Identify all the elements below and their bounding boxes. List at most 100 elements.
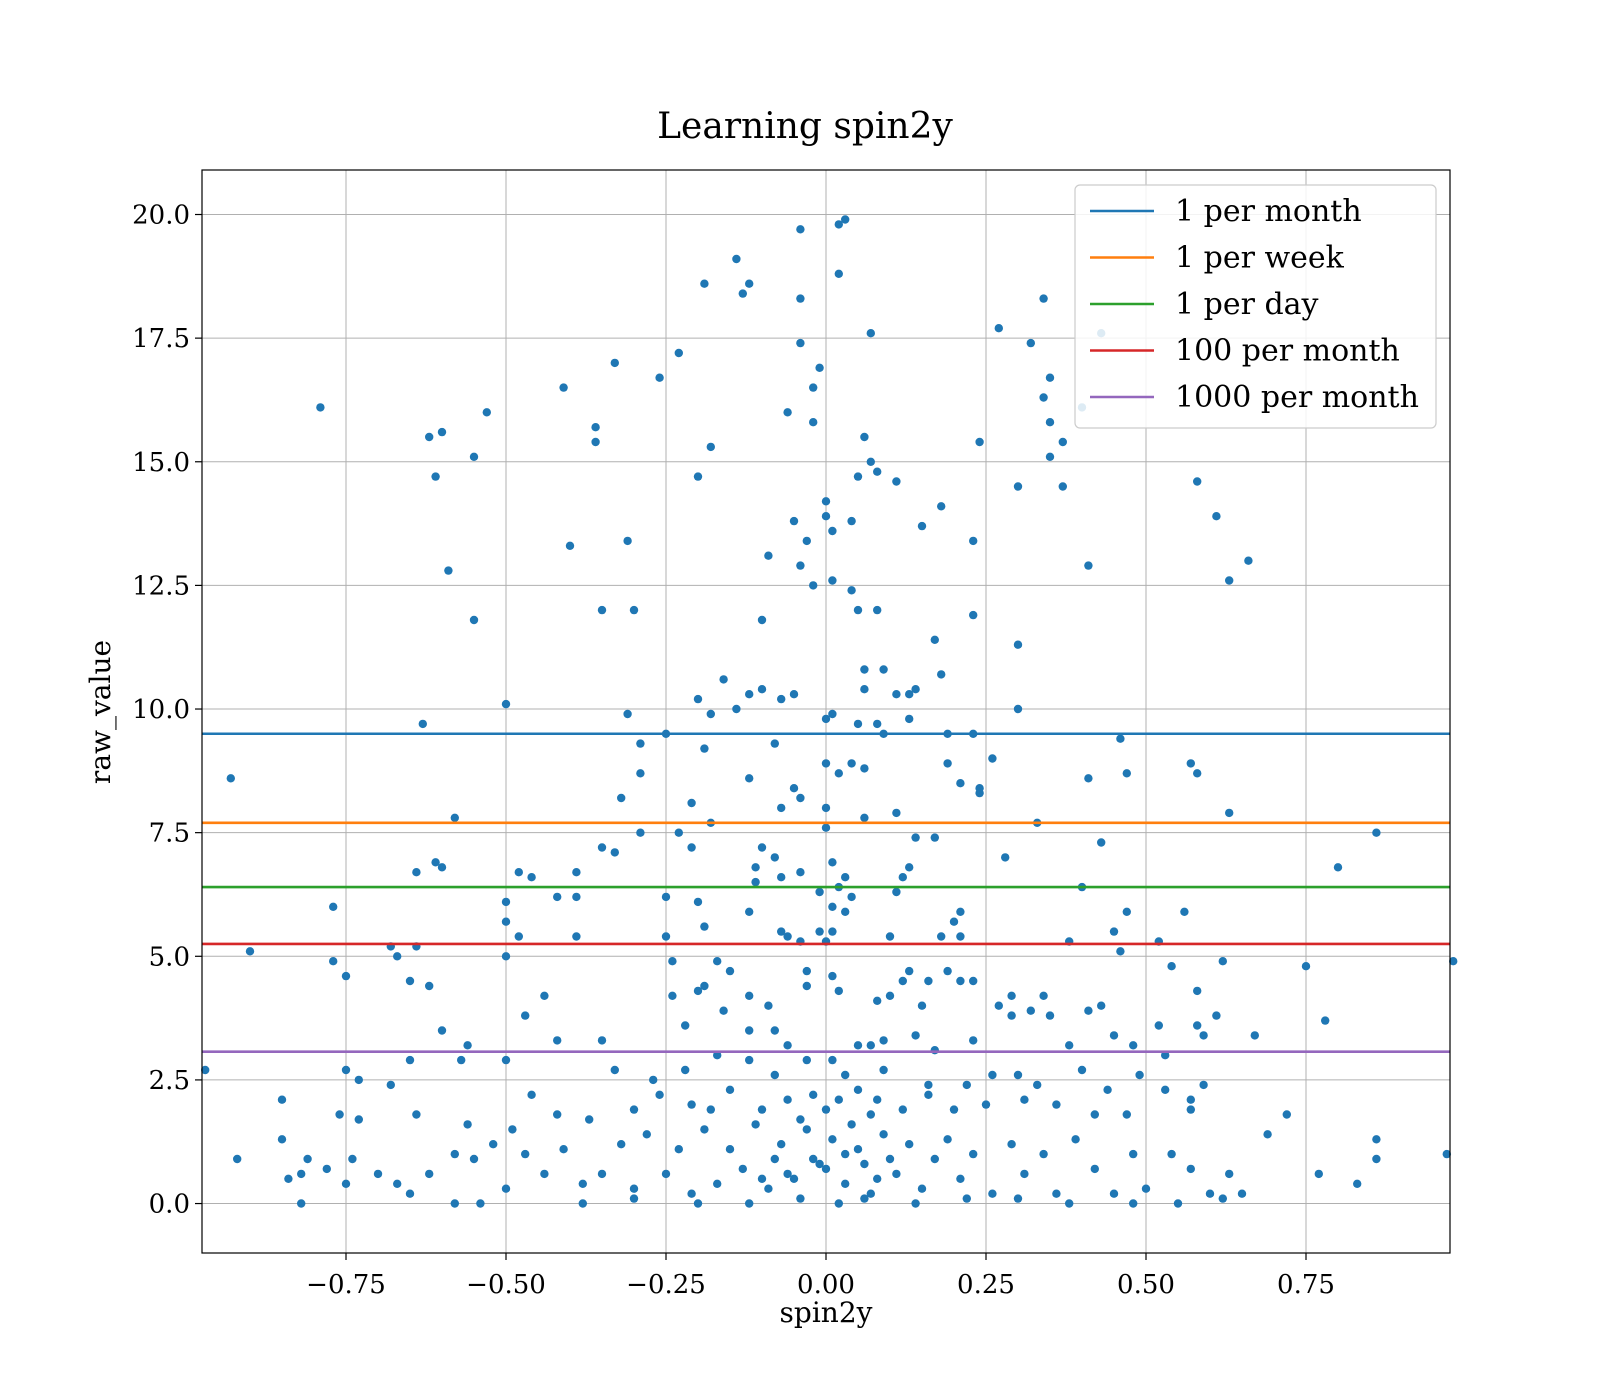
data-point xyxy=(1026,1006,1036,1015)
data-point xyxy=(821,497,831,506)
data-point xyxy=(1020,1095,1029,1104)
data-point xyxy=(1225,576,1234,585)
legend-label: 1 per month xyxy=(1175,194,1362,229)
data-point xyxy=(1013,482,1023,491)
data-point xyxy=(617,1140,626,1149)
data-point xyxy=(1161,1051,1170,1060)
data-point xyxy=(988,1189,997,1198)
data-point xyxy=(757,843,767,852)
data-point xyxy=(501,917,511,926)
data-point xyxy=(1212,1011,1221,1020)
scatter-points xyxy=(201,215,1458,1208)
data-point xyxy=(828,902,837,911)
data-point xyxy=(469,1154,479,1164)
data-point xyxy=(341,971,351,981)
data-point xyxy=(828,1055,837,1065)
data-point xyxy=(783,1041,792,1050)
data-point xyxy=(1033,1080,1042,1090)
data-point xyxy=(994,324,1003,333)
data-point xyxy=(405,1189,415,1198)
data-point xyxy=(898,976,907,986)
data-point xyxy=(681,1065,690,1075)
data-point xyxy=(1039,991,1048,1000)
data-point xyxy=(1013,640,1023,649)
data-point xyxy=(1250,1031,1260,1040)
data-point xyxy=(873,996,882,1005)
data-point xyxy=(783,932,792,941)
data-point xyxy=(700,744,709,753)
data-point xyxy=(879,1065,888,1075)
data-point xyxy=(540,991,549,1000)
data-point xyxy=(841,215,850,224)
data-point xyxy=(809,1090,818,1100)
data-point xyxy=(796,868,805,877)
data-point xyxy=(873,467,882,476)
data-point xyxy=(892,887,901,897)
data-point xyxy=(745,1199,754,1208)
y-tick-label: 20.0 xyxy=(132,201,190,231)
data-point xyxy=(783,1169,792,1179)
data-point xyxy=(437,863,447,872)
data-point xyxy=(988,1070,997,1080)
data-point xyxy=(450,813,459,822)
data-point xyxy=(591,423,600,432)
data-point xyxy=(994,1001,1003,1010)
data-point xyxy=(834,986,843,996)
data-point xyxy=(457,1055,466,1065)
data-point xyxy=(911,833,920,842)
data-point xyxy=(1193,1021,1202,1030)
data-point xyxy=(1090,1164,1100,1174)
data-point xyxy=(802,536,811,546)
data-point xyxy=(930,833,939,842)
data-point xyxy=(1180,907,1189,916)
data-point xyxy=(463,1120,472,1129)
data-point xyxy=(553,892,562,902)
data-point xyxy=(661,892,671,902)
data-point xyxy=(866,1110,875,1119)
data-point xyxy=(873,719,882,729)
x-tick-label: 0.25 xyxy=(957,1270,1015,1300)
x-tick-label: 0.50 xyxy=(1117,1270,1175,1300)
data-point xyxy=(463,1041,472,1050)
data-point xyxy=(636,769,645,778)
data-point xyxy=(1372,1154,1381,1164)
x-tick-label: 0.00 xyxy=(797,1270,855,1300)
data-point xyxy=(924,1080,933,1090)
data-point xyxy=(917,1001,927,1010)
data-point xyxy=(898,873,907,882)
data-point xyxy=(834,1095,843,1104)
data-point xyxy=(821,1164,831,1174)
data-point xyxy=(469,615,479,625)
data-point xyxy=(911,1031,920,1040)
data-point xyxy=(693,897,703,907)
data-point xyxy=(751,863,760,872)
data-point xyxy=(1052,1100,1061,1109)
data-point xyxy=(527,873,536,882)
data-point xyxy=(354,1115,363,1124)
data-point xyxy=(879,1130,888,1139)
data-point xyxy=(1013,1070,1023,1080)
data-point xyxy=(1449,957,1458,966)
data-point xyxy=(1116,947,1125,956)
data-point xyxy=(687,843,696,852)
data-point xyxy=(393,952,402,961)
data-point xyxy=(1065,1041,1074,1050)
data-point xyxy=(405,1055,415,1065)
data-point xyxy=(905,714,914,724)
data-point xyxy=(924,1090,933,1100)
legend-label: 1 per week xyxy=(1175,241,1345,276)
data-point xyxy=(1026,338,1036,348)
data-point xyxy=(725,1085,735,1095)
data-point xyxy=(860,813,869,822)
data-point xyxy=(943,759,952,768)
data-point xyxy=(841,1149,850,1159)
data-point xyxy=(1173,1199,1183,1208)
data-point xyxy=(841,873,850,882)
data-point xyxy=(1263,1130,1272,1139)
data-point xyxy=(521,1011,530,1020)
data-point xyxy=(425,1169,434,1179)
data-point xyxy=(905,863,914,872)
data-point xyxy=(732,254,741,264)
data-point xyxy=(521,1149,530,1159)
threshold-lines xyxy=(202,732,1450,1054)
